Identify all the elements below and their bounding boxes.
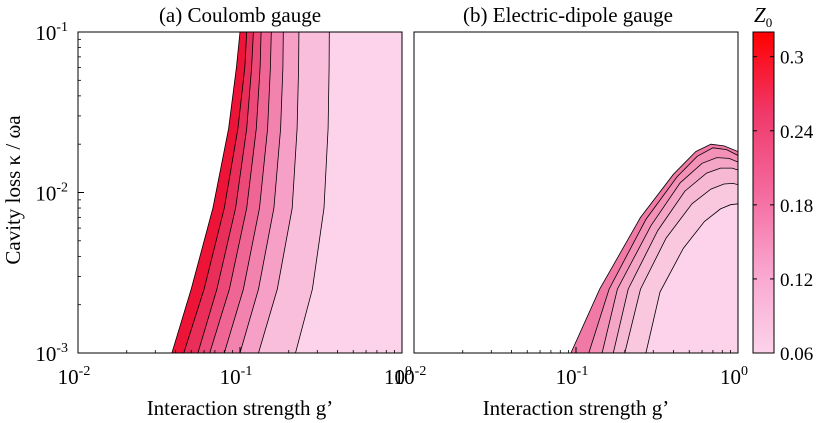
colorbar-label: Z0 — [754, 3, 772, 30]
contour-band-b-5 — [645, 203, 738, 353]
panel-b-xlabel: Interaction strength g’ — [483, 396, 670, 420]
panel-b-x-ticks: 10-2 10-1 100 — [394, 347, 748, 389]
colorbar-tick-label: 0.12 — [780, 270, 813, 291]
colorbar-tick-label: 0.3 — [780, 48, 804, 69]
colorbar-tick-label: 0.24 — [780, 122, 814, 143]
panel-a-ylabel: Cavity loss κ / ωa — [1, 115, 25, 265]
colorbar-gradient — [752, 31, 775, 354]
panel-a-x-ticks: 10-2 10-1 100 — [58, 347, 412, 389]
panel-b-title: (b) Electric-dipole gauge — [463, 3, 673, 27]
colorbar-ticks: 0.3 0.24 0.18 0.12 0.06 — [753, 48, 814, 365]
x-tick-label: 10-2 — [58, 364, 91, 389]
x-tick-label: 10-1 — [556, 364, 589, 389]
y-tick-label: 10-1 — [35, 20, 68, 45]
y-tick-label: 10-3 — [35, 341, 68, 366]
y-tick-label: 10-2 — [35, 181, 68, 206]
panel-a-y-ticks: 10-3 10-2 10-1 — [35, 20, 84, 366]
colorbar-tick-label: 0.18 — [780, 196, 813, 217]
panel-a: (a) Coulomb gauge 10-2 10-1 100 10-310-210… — [1, 3, 412, 420]
colorbar-tick-label: 0.06 — [780, 344, 813, 365]
panel-a-xlabel: Interaction strength g’ — [147, 396, 334, 420]
x-tick-label: 100 — [384, 364, 412, 389]
panel-a-title: (a) Coulomb gauge — [159, 3, 321, 27]
panel-a-contours — [171, 32, 402, 353]
x-tick-label: 10-1 — [220, 364, 253, 389]
panel-b: (b) Electric-dipole gauge 10-2 10-1 100 In… — [394, 3, 748, 420]
x-tick-label: 10-2 — [394, 364, 427, 389]
contour-band-a-0 — [295, 32, 402, 353]
panel-b-contours — [570, 143, 738, 353]
x-tick-label: 100 — [720, 364, 748, 389]
colorbar: 0.3 0.24 0.18 0.12 0.06 Z0 — [752, 3, 814, 365]
